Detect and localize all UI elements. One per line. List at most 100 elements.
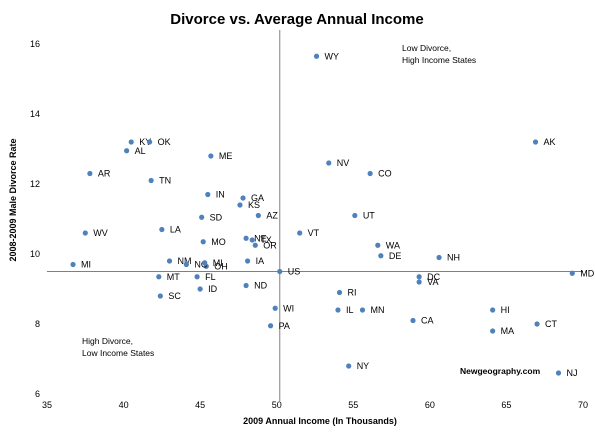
point-md [569, 270, 575, 276]
x-tick-label: 70 [578, 400, 588, 410]
point-label-de: DE [389, 251, 402, 261]
point-label-mt: MT [167, 272, 180, 282]
point-label-or: OR [263, 240, 277, 250]
y-tick-label: 8 [35, 319, 40, 329]
chart-title: Divorce vs. Average Annual Income [170, 11, 423, 28]
point-in [205, 191, 211, 198]
point-label-vt: VT [308, 228, 320, 238]
point-label-us: US [288, 267, 301, 277]
point-ri [336, 289, 343, 296]
y-tick-label: 12 [30, 179, 40, 189]
point-wy [313, 53, 320, 59]
x-tick-label: 50 [272, 400, 282, 410]
point-label-ks: KS [248, 200, 260, 210]
point-ut [352, 212, 358, 219]
x-tick-label: 40 [119, 400, 129, 410]
point-nc [183, 261, 189, 268]
point-nh [436, 254, 442, 261]
point-wa [375, 242, 381, 248]
point-de [378, 253, 384, 259]
point-label-md: MD [580, 268, 594, 278]
point-ks [237, 202, 243, 208]
point-label-ma: MA [501, 326, 515, 336]
point-label-nv: NV [337, 158, 350, 168]
point-mi [70, 261, 76, 268]
point-wi [272, 305, 278, 311]
low-divorce-annotation-line2: High Income States [402, 55, 476, 65]
low-divorce-annotation-line1: Low Divorce, [402, 43, 451, 53]
point-label-va: VA [427, 277, 438, 287]
point-label-co: CO [378, 169, 392, 179]
point-id [197, 286, 203, 292]
x-tick-label: 35 [42, 400, 52, 410]
point-me [208, 153, 214, 159]
point-label-al: AL [135, 146, 146, 156]
point-label-ct: CT [545, 319, 557, 329]
y-tick-label: 16 [30, 39, 40, 49]
high-divorce-annotation-line1: High Divorce, [82, 336, 133, 346]
point-hi [490, 307, 496, 313]
point-label-ut: UT [363, 211, 375, 221]
point-al [124, 148, 130, 154]
point-ne [243, 235, 249, 241]
point-label-dc: DC [427, 272, 440, 282]
point-label-sc: SC [168, 291, 181, 301]
point-label-il: IL [346, 305, 354, 315]
point-label-wa: WA [386, 240, 400, 250]
point-label-mn: MN [370, 305, 384, 315]
point-label-ny: NY [357, 361, 370, 371]
point-label-la: LA [170, 225, 181, 235]
point-nj [555, 370, 562, 376]
x-tick-label: 55 [348, 400, 358, 410]
point-label-ar: AR [98, 169, 111, 179]
point-va [416, 279, 422, 285]
point-label-tn: TN [159, 176, 171, 186]
point-label-ca: CA [421, 316, 434, 326]
point-ok [147, 139, 153, 145]
point-label-ak: AK [544, 137, 556, 147]
point-mn [359, 307, 366, 313]
point-label-nm: NM [178, 256, 192, 266]
point-label-fl: FL [205, 272, 216, 282]
point-nv [326, 160, 332, 166]
point-ak [532, 139, 539, 145]
y-tick-label: 14 [30, 109, 40, 119]
point-vt [297, 230, 303, 236]
point-ma [490, 328, 496, 334]
point-pa [267, 323, 274, 329]
point-label-nd: ND [254, 281, 267, 291]
point-label-in: IN [216, 190, 225, 200]
point-dc [416, 274, 422, 280]
point-ga [240, 195, 246, 201]
point-label-wv: WV [93, 228, 108, 238]
point-label-az: AZ [266, 211, 278, 221]
source-credit: Newgeography.com [460, 366, 541, 376]
point-il [335, 307, 341, 313]
point-label-ne: NE [254, 233, 267, 243]
x-axis-title: 2009 Annual Income (In Thousands) [243, 416, 397, 426]
point-nd [243, 282, 249, 289]
point-label-oh: OH [214, 261, 228, 271]
point-label-hi: HI [501, 305, 510, 315]
point-ky [128, 139, 134, 145]
point-co [367, 170, 373, 177]
point-us [277, 268, 283, 275]
point-tn [148, 177, 154, 184]
x-axis-ticks: 35 40 45 50 55 60 65 70 [42, 400, 588, 410]
point-label-ia: IA [256, 256, 265, 266]
x-tick-label: 65 [501, 400, 511, 410]
point-label-wy: WY [325, 51, 340, 61]
point-sd [199, 214, 205, 220]
point-label-mo: MO [211, 237, 226, 247]
point-label-ga: GA [251, 193, 264, 203]
point-sc [157, 293, 163, 299]
point-ct [534, 321, 540, 327]
point-az [255, 212, 261, 219]
point-label-wi: WI [283, 303, 294, 313]
point-wv [82, 230, 88, 236]
point-fl [194, 274, 200, 280]
point-label-sd: SD [210, 212, 223, 222]
reference-lines [47, 30, 583, 401]
point-label-id: ID [208, 284, 218, 294]
